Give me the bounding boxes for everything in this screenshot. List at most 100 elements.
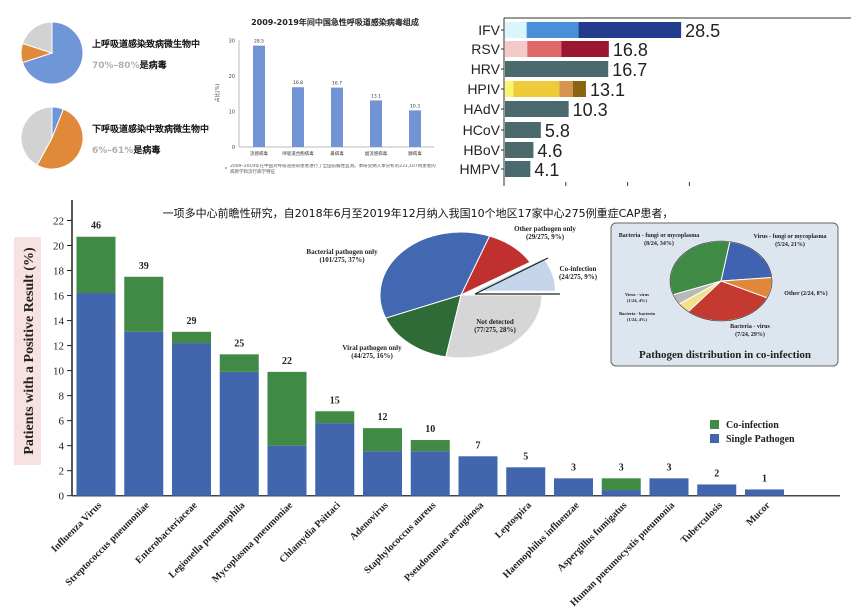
legend-label: Co-infection [726, 420, 779, 431]
count-label: 46 [91, 221, 101, 232]
bar-co-infection [124, 276, 164, 332]
count-label: 12 [378, 412, 388, 423]
count-label: 15 [330, 395, 340, 406]
count-label: 22 [282, 356, 292, 367]
bar-single-pathogen [601, 490, 641, 496]
data-label: 16.7 [612, 60, 647, 80]
bar-segment [513, 81, 560, 97]
left-pies: 上呼吸道感染致病微生物中70%–80%是病毒下呼吸道感染中致病微生物中6%–61… [20, 21, 209, 170]
left-pie-heading: 下呼吸道感染中致病微生物中 [92, 123, 209, 135]
category-label: HCoV [463, 122, 501, 138]
x-tick-label: Pseudomonas aeruginosa [402, 500, 486, 584]
slice-label: Not detected [476, 318, 514, 326]
footnote: 2009–2019年在中国对呼吸道感染患者进行了全国前瞻性监测。本研究纳入本分析… [230, 164, 436, 175]
legend-swatch-single-pathogen [710, 434, 719, 443]
slice-detail: (44/275, 16%) [351, 352, 393, 360]
slice-detail: (77/275, 28%) [474, 326, 516, 334]
chart-title: 2009-2019年间中国急性呼吸道感染病毒组成 [251, 17, 419, 27]
bar-single-pathogen [410, 451, 450, 496]
slice-label: Other pathogen only [514, 225, 576, 233]
bar-single-pathogen [745, 489, 784, 496]
left-pie-0-slice-2 [21, 21, 53, 54]
slice-label: Bacteria - fungi or mycoplasma [619, 233, 700, 239]
bar-segment [561, 41, 609, 57]
left-pie-range: 70%–80% [92, 61, 140, 71]
bar-co-infection [410, 440, 450, 452]
category-label: HMPV [460, 161, 501, 177]
bar-co-infection [315, 411, 355, 424]
bar-co-infection [601, 478, 641, 491]
y-tick-label: 22 [53, 215, 64, 227]
bar-single-pathogen [267, 445, 307, 496]
y-tick-label: 20 [229, 74, 235, 80]
bar-segment [578, 22, 682, 38]
y-tick-label: 12 [53, 341, 64, 353]
cap-pie-slice-2 [379, 231, 491, 319]
count-label: 25 [234, 338, 244, 349]
count-label: 5 [523, 451, 528, 462]
y-tick-label: 20 [53, 241, 65, 253]
bar [331, 87, 343, 147]
slice-detail: (1/24, 4%) [627, 298, 647, 303]
bar-co-infection [363, 428, 402, 452]
bar-co-infection [267, 371, 307, 446]
count-label: 3 [571, 462, 576, 473]
slice-label: Bacteria - virus [730, 324, 770, 330]
bar-segment [505, 81, 514, 97]
bar [253, 45, 265, 148]
slice-label: Virus - fungi or mycoplasma [753, 234, 826, 240]
bar-segment [572, 81, 586, 97]
count-label: 2 [714, 468, 719, 479]
data-label: 13.1 [590, 80, 625, 100]
china-virus-chart: 2009-2019年间中国急性呼吸道感染病毒组成 0 10 20 30 占比(%) 28.5… [214, 17, 436, 175]
x-tick-label: 副流感病毒 [365, 150, 388, 157]
bar-segment [505, 142, 534, 158]
left-pie-suffix: 是病毒 [132, 144, 160, 156]
slice-detail: (7/24, 29%) [735, 331, 765, 338]
left-pie-1-slice-2 [20, 106, 53, 166]
data-label: 13.1 [371, 93, 381, 99]
panel-title: Pathogen distribution in co-infection [639, 349, 811, 361]
count-label: 3 [619, 462, 624, 473]
chart-subtitle: 一项多中心前瞻性研究，自2018年6月至2019年12月纳入我国10个地区17家… [163, 206, 674, 220]
bar-co-infection [219, 354, 259, 372]
footnote-box: 2009–2019年在中国对呼吸道感染患者进行了全国前瞻性监测。本研究纳入本分析… [230, 164, 436, 175]
left-pie-note: 6%–61%是病毒 [92, 144, 160, 156]
y-tick-label: 16 [53, 291, 65, 303]
x-tick-label: Mucor [744, 500, 773, 529]
category-label: IFV [478, 22, 500, 38]
legend-swatch-co-infection [710, 420, 719, 429]
bar-single-pathogen [554, 478, 593, 496]
cap-pathogen-pie: Co-infection(24/275, 9%) Other pathogen o… [306, 225, 597, 360]
data-label: 16.8 [293, 80, 303, 86]
bar-single-pathogen [697, 484, 737, 496]
bar-single-pathogen [172, 343, 211, 496]
category-label: RSV [471, 41, 500, 57]
x-tick-label: Leptospira [493, 500, 534, 541]
count-label: 39 [139, 261, 149, 272]
slice-label: Co-infection [560, 265, 597, 273]
bar-segment [505, 41, 528, 57]
bar-single-pathogen [315, 423, 355, 496]
data-label: 5.8 [545, 121, 570, 141]
bar [292, 87, 304, 147]
count-label: 29 [187, 316, 197, 327]
y-axis-label: 占比(%) [214, 84, 221, 103]
y-tick-label: 0 [59, 491, 65, 503]
slice-label: Bacterial pathogen only [306, 248, 378, 256]
slice-label: Virus - virus [625, 292, 649, 297]
slice-detail: (24/275, 9%) [559, 273, 598, 281]
bar-segment [505, 61, 609, 77]
explode-line [474, 257, 549, 295]
bullet-icon [225, 167, 227, 169]
bar-segment [505, 22, 527, 38]
slice-detail: (5/24, 21%) [775, 241, 805, 248]
y-tick-label: 10 [53, 366, 65, 378]
category-label: HPIV [467, 81, 500, 97]
y-tick-label: 18 [53, 266, 65, 278]
slice-detail: (101/275, 37%) [319, 256, 365, 264]
y-tick-label: 8 [59, 391, 65, 403]
data-label: 4.1 [534, 160, 559, 180]
